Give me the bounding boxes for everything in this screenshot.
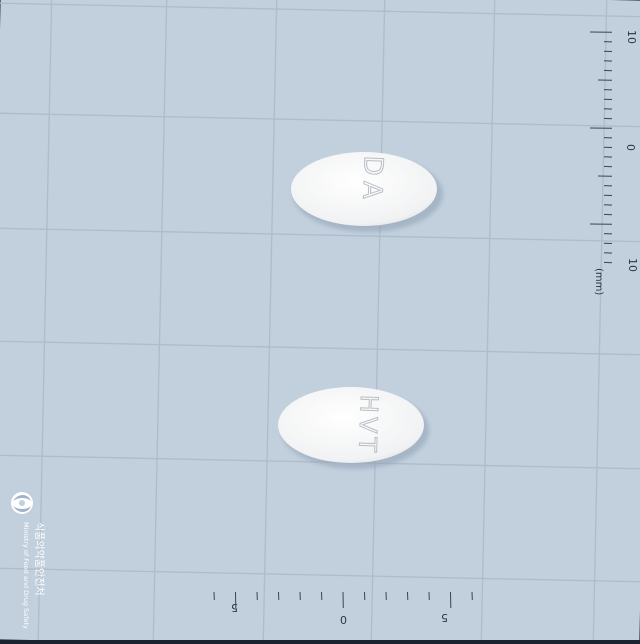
pill-bottom-body	[278, 387, 424, 463]
bottom-ruler-tick-right: 5	[441, 611, 448, 624]
mfds-logo-korean: 식품의약품안전처	[33, 522, 45, 596]
right-ruler-tick-top: 10	[625, 30, 638, 44]
pill-bottom-imprint: HVT	[353, 394, 383, 456]
bottom-ruler-tick-mid: 0	[340, 613, 347, 626]
pill-top-imprint: DA	[356, 155, 388, 205]
right-ruler-tick-bottom: 10	[626, 258, 639, 272]
right-ruler-tick-mid: 0	[624, 144, 637, 151]
right-ruler-unit: (mm)	[593, 268, 604, 295]
mfds-logo-emblem	[11, 492, 33, 514]
bottom-ruler-tick-left: 5	[231, 601, 238, 614]
mfds-logo-english: Ministry of Food and Drug Safety	[22, 522, 30, 629]
